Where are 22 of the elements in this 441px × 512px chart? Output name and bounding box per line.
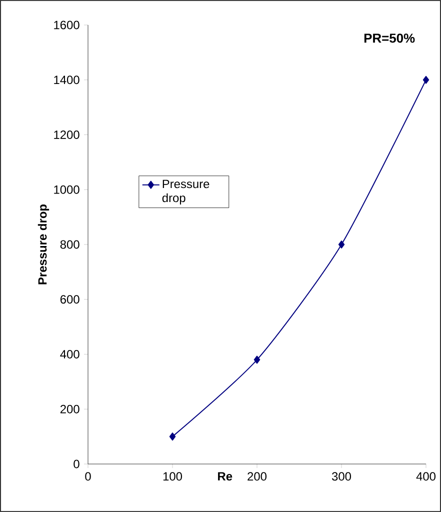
x-tick-label: 0 <box>85 472 91 481</box>
y-tick-label: 1000 <box>54 185 80 194</box>
y-tick-label: 1400 <box>54 76 80 84</box>
point <box>338 240 345 248</box>
y-tick-label: 600 <box>60 295 80 304</box>
y-tick-label: 1600 <box>54 20 80 30</box>
y-tick-label: 200 <box>60 404 80 414</box>
y-tick-label: 800 <box>60 240 80 249</box>
y-tick-label: 1200 <box>54 130 80 139</box>
x-tick-label: 400 <box>416 472 436 481</box>
y-tick-label: 0 <box>74 460 80 468</box>
x-tick-label: 100 <box>163 472 182 481</box>
point <box>254 356 260 364</box>
y-axis-title: Pressure drop <box>38 204 50 284</box>
legend-label: Pressure drop <box>162 180 210 204</box>
point <box>422 76 430 84</box>
y-tick-label: 400 <box>60 350 80 358</box>
x-tick-label: 200 <box>248 472 267 481</box>
x-axis-title: Re <box>218 472 232 481</box>
annotation: PR=50% <box>364 34 415 43</box>
point <box>169 432 176 441</box>
x-tick-label: 300 <box>332 472 352 481</box>
